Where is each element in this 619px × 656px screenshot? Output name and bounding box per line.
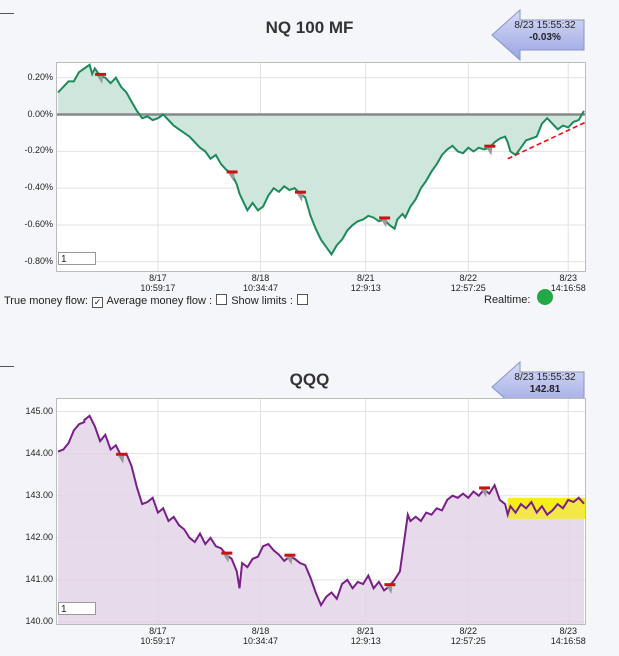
y-tick-label: 141.00	[25, 573, 53, 584]
y-tick-label: 143.00	[25, 489, 53, 500]
chart-svg-nq	[57, 63, 595, 271]
x-tick-label: 8/21 12:9:13	[336, 273, 396, 293]
y-tick-label: -0.20%	[24, 145, 53, 156]
true-money-flow-checkbox[interactable]: ✓	[92, 297, 104, 308]
average-money-flow-label: Average money flow :	[106, 295, 213, 307]
y-tick-label: 144.00	[25, 447, 53, 458]
signal-marker-shadow	[223, 554, 230, 563]
badge-value: -0.03%	[529, 32, 561, 43]
x-tick-time: 10:59:17	[140, 283, 176, 293]
signal-marker	[284, 553, 296, 557]
x-tick-date: 8/22	[459, 273, 478, 283]
x-tick-label: 8/21 12:9:13	[336, 626, 396, 646]
x-tick-date: 8/22	[459, 626, 478, 636]
x-tick-label: 8/23 14:16:58	[538, 626, 598, 646]
signal-marker-shadow	[486, 147, 493, 156]
signal-marker	[95, 72, 107, 76]
period-input-2[interactable]: 1	[58, 602, 96, 615]
corner-dash	[0, 13, 14, 14]
show-limits-checkbox[interactable]	[297, 294, 308, 305]
y-tick-label: -0.60%	[24, 218, 53, 229]
badge-time: 8/23 15:55:32	[514, 20, 576, 31]
y-tick-label: 145.00	[25, 405, 53, 416]
x-tick-time: 14:16:58	[550, 283, 586, 293]
x-tick-date: 8/23	[559, 626, 577, 636]
signal-marker-shadow	[286, 556, 293, 565]
signal-marker-shadow	[296, 193, 303, 202]
signal-marker-shadow	[228, 173, 235, 182]
x-tick-date: 8/17	[149, 273, 167, 283]
signal-marker	[116, 452, 128, 456]
badge-value: 142.81	[529, 384, 561, 395]
x-tick-label: 8/17 10:59:17	[128, 626, 188, 646]
signal-marker-shadow	[118, 455, 125, 464]
area-fill	[58, 415, 584, 624]
price-badge-nq: 8/23 15:55:32 -0.03%	[490, 8, 590, 62]
realtime-label: Realtime:	[484, 294, 531, 306]
x-tick-label: 8/18 10:34:47	[231, 273, 291, 293]
controls-bar: True money flow: ✓ Average money flow : …	[4, 294, 309, 308]
signal-marker-shadow	[386, 586, 393, 595]
x-tick-time: 14:16:58	[550, 636, 586, 646]
signal-marker	[221, 551, 233, 555]
y-tick-label: 0.00%	[27, 108, 53, 119]
signal-marker	[484, 144, 496, 148]
y-tick-label: 0.20%	[27, 71, 53, 82]
x-tick-date: 8/21	[356, 273, 375, 283]
x-tick-time: 10:34:47	[242, 636, 279, 646]
series-line	[57, 63, 585, 257]
x-tick-date: 8/21	[356, 626, 375, 636]
true-money-flow-label: True money flow:	[4, 295, 88, 307]
plot-area-qqq	[56, 398, 596, 625]
chart-title-nq: NQ 100 MF	[265, 18, 354, 37]
y-tick-label: -0.80%	[24, 255, 53, 266]
signal-marker	[479, 486, 491, 490]
x-tick-time: 10:34:47	[242, 283, 279, 293]
x-tick-label: 8/18 10:34:47	[231, 626, 291, 646]
series-line	[57, 414, 585, 608]
x-tick-label: 8/22 12:57:25	[438, 626, 498, 646]
show-limits-label: Show limits :	[231, 295, 293, 307]
realtime-status-icon[interactable]	[537, 289, 553, 305]
corner-dash	[0, 366, 14, 367]
x-tick-label: 8/23 14:16:58	[538, 273, 598, 293]
x-tick-label: 8/22 12:57:25	[438, 273, 498, 293]
arrow-left-icon	[491, 8, 585, 62]
x-tick-date: 8/23	[559, 273, 577, 283]
signal-marker-shadow	[97, 75, 104, 84]
signal-marker	[384, 583, 396, 587]
x-tick-date: 8/17	[149, 626, 167, 636]
x-tick-time: 12:9:13	[350, 283, 381, 293]
y-tick-label: 140.00	[25, 615, 53, 626]
chart-svg-qqq	[57, 399, 596, 624]
x-tick-date: 8/18	[251, 626, 270, 636]
signal-marker	[294, 190, 306, 194]
x-tick-label: 8/17 10:59:17	[128, 273, 188, 293]
x-tick-time: 12:9:13	[350, 636, 381, 646]
y-tick-label: -0.40%	[24, 182, 53, 193]
area-fill	[58, 64, 584, 255]
x-tick-time: 12:57:25	[450, 636, 486, 646]
x-tick-time: 10:59:17	[140, 636, 176, 646]
average-money-flow-checkbox[interactable]	[216, 294, 228, 305]
y-tick-label: 142.00	[25, 531, 53, 542]
period-input-1[interactable]: 1	[58, 252, 96, 265]
chart-title-qqq: QQQ	[289, 370, 330, 389]
signal-marker-shadow	[481, 489, 488, 498]
x-tick-date: 8/18	[251, 273, 270, 283]
plot-area-nq	[56, 62, 595, 272]
badge-time: 8/23 15:55:32	[514, 372, 576, 383]
x-tick-time: 12:57:25	[450, 283, 486, 293]
signal-marker	[226, 170, 238, 174]
signal-marker-shadow	[381, 219, 388, 228]
signal-marker	[379, 216, 391, 220]
